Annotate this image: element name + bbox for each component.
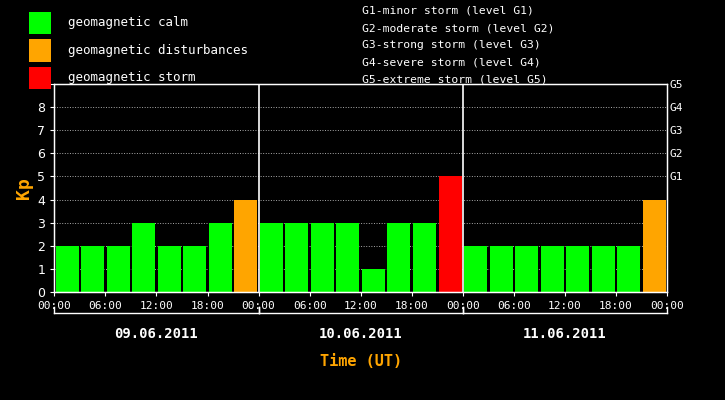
- Bar: [617, 246, 640, 292]
- Bar: [28, 67, 51, 89]
- Bar: [362, 269, 385, 292]
- Bar: [81, 246, 104, 292]
- Bar: [464, 246, 487, 292]
- Bar: [132, 223, 155, 292]
- Bar: [439, 176, 462, 292]
- Bar: [336, 223, 360, 292]
- Bar: [643, 200, 666, 292]
- Text: G5-extreme storm (level G5): G5-extreme storm (level G5): [362, 75, 548, 85]
- Bar: [311, 223, 334, 292]
- Text: 10.06.2011: 10.06.2011: [319, 327, 402, 341]
- Y-axis label: Kp: Kp: [15, 177, 33, 199]
- Text: G4-severe storm (level G4): G4-severe storm (level G4): [362, 58, 542, 68]
- Bar: [286, 223, 308, 292]
- Text: G1-minor storm (level G1): G1-minor storm (level G1): [362, 6, 534, 16]
- Bar: [515, 246, 538, 292]
- Text: geomagnetic storm: geomagnetic storm: [67, 72, 195, 84]
- Bar: [260, 223, 283, 292]
- Text: G3-strong storm (level G3): G3-strong storm (level G3): [362, 40, 542, 50]
- Bar: [387, 223, 410, 292]
- Bar: [566, 246, 589, 292]
- Bar: [158, 246, 181, 292]
- Bar: [592, 246, 615, 292]
- Bar: [413, 223, 436, 292]
- Bar: [234, 200, 257, 292]
- Text: G2-moderate storm (level G2): G2-moderate storm (level G2): [362, 23, 555, 33]
- Bar: [489, 246, 513, 292]
- Text: Time (UT): Time (UT): [320, 354, 402, 370]
- Text: 09.06.2011: 09.06.2011: [115, 327, 199, 341]
- Bar: [28, 39, 51, 62]
- Bar: [541, 246, 563, 292]
- Text: geomagnetic calm: geomagnetic calm: [67, 16, 188, 30]
- Bar: [209, 223, 232, 292]
- Text: 11.06.2011: 11.06.2011: [523, 327, 607, 341]
- Bar: [183, 246, 206, 292]
- Bar: [56, 246, 78, 292]
- Bar: [28, 12, 51, 34]
- Bar: [107, 246, 130, 292]
- Text: geomagnetic disturbances: geomagnetic disturbances: [67, 44, 248, 57]
